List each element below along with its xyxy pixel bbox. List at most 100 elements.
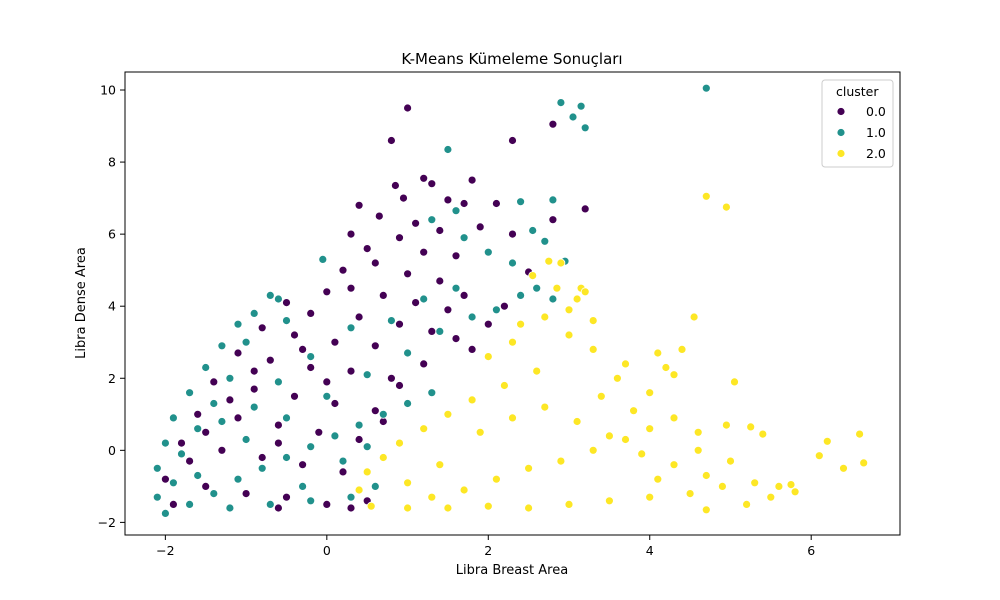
point	[544, 256, 554, 266]
point	[552, 283, 562, 293]
point	[508, 258, 517, 268]
point	[677, 344, 687, 354]
points-layer	[152, 83, 869, 518]
point	[225, 373, 235, 383]
point	[532, 283, 542, 293]
point	[467, 312, 477, 322]
point	[201, 363, 211, 372]
point	[451, 283, 461, 293]
point	[314, 427, 324, 437]
point	[645, 492, 655, 502]
point	[722, 202, 731, 212]
point	[193, 409, 203, 419]
y-tick-label: 0	[108, 443, 116, 458]
point	[338, 456, 348, 466]
point	[669, 370, 679, 380]
point	[290, 330, 299, 340]
point	[568, 112, 578, 122]
point	[427, 215, 437, 225]
point	[564, 499, 574, 509]
point	[318, 254, 328, 264]
point	[758, 429, 768, 439]
point	[386, 136, 396, 145]
point	[298, 344, 308, 354]
point	[419, 247, 429, 257]
point	[822, 436, 832, 446]
point	[249, 366, 259, 376]
point	[443, 409, 453, 419]
point	[354, 420, 364, 430]
point	[443, 305, 453, 315]
point	[459, 485, 469, 495]
point	[378, 290, 388, 300]
point	[265, 290, 275, 300]
point	[621, 435, 630, 444]
point	[685, 489, 695, 499]
legend-entry-label: 0.0	[866, 104, 886, 119]
point	[419, 424, 429, 434]
point	[766, 492, 776, 502]
point	[273, 377, 283, 387]
point	[330, 399, 340, 408]
point	[427, 326, 437, 336]
point	[556, 258, 566, 268]
point	[524, 463, 533, 473]
point	[257, 463, 267, 473]
point	[403, 103, 413, 113]
point	[572, 417, 582, 426]
point	[653, 348, 663, 358]
point	[701, 83, 711, 93]
point	[374, 211, 384, 221]
point	[467, 175, 477, 185]
point	[298, 481, 308, 491]
point	[508, 136, 517, 145]
point	[540, 312, 550, 322]
point	[859, 458, 869, 468]
point	[306, 363, 316, 372]
point	[556, 98, 566, 107]
point	[637, 449, 647, 459]
point	[516, 197, 525, 207]
point	[185, 456, 195, 466]
point	[403, 503, 413, 513]
point	[282, 298, 291, 308]
point	[370, 258, 380, 268]
point	[322, 391, 332, 401]
point	[580, 287, 590, 297]
point	[483, 501, 493, 511]
point	[451, 334, 461, 344]
y-tick-label: 4	[108, 299, 116, 314]
point	[499, 381, 509, 390]
point	[185, 499, 195, 509]
point	[528, 226, 538, 235]
point	[693, 445, 703, 455]
y-tick-label: 6	[108, 227, 116, 242]
point	[564, 305, 574, 315]
point	[588, 344, 598, 354]
point	[370, 341, 380, 351]
point	[499, 301, 509, 311]
point	[177, 449, 186, 459]
y-tick-label: 2	[108, 371, 116, 386]
point	[282, 453, 291, 462]
point	[370, 406, 380, 416]
point	[233, 319, 243, 329]
point	[467, 344, 477, 354]
point	[427, 179, 437, 189]
point	[249, 308, 259, 318]
point	[855, 429, 864, 439]
point	[265, 499, 275, 509]
point	[701, 471, 711, 480]
point	[322, 287, 332, 297]
point	[209, 377, 219, 387]
point	[459, 290, 469, 300]
point	[209, 399, 219, 408]
legend-marker	[836, 128, 846, 137]
point	[362, 244, 372, 254]
point	[399, 193, 408, 203]
point	[532, 366, 542, 376]
point	[435, 326, 445, 336]
point	[273, 503, 283, 513]
